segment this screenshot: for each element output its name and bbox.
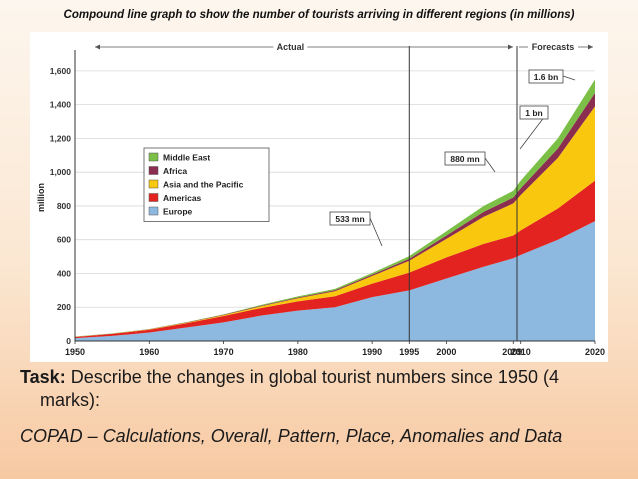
callout-box	[528, 69, 564, 84]
callout-box	[444, 151, 486, 166]
area-americas	[75, 180, 595, 339]
legend-label: Asia and the Pacific	[163, 180, 244, 190]
x-tick-label: 1990	[362, 347, 382, 357]
legend-swatch	[148, 152, 159, 162]
legend-label: Americas	[163, 193, 202, 203]
y-tick-label: 600	[57, 235, 71, 245]
area-europe	[75, 221, 595, 341]
callout-label: 1 bn	[525, 108, 542, 118]
y-tick-label: 1,600	[50, 66, 72, 76]
callout-leader	[562, 75, 576, 81]
legend-label: Europe	[163, 207, 193, 217]
x-tick-label: 2009'	[502, 347, 524, 357]
stacked-area-chart: 0 200 400 600 800 1,000 1,200 1,400 1,600 1950 196…	[36, 41, 605, 357]
y-tick-label: 1,400	[50, 100, 72, 110]
x-tick-label: 1995	[399, 347, 419, 357]
legend-label: Africa	[163, 166, 187, 176]
x-tick-label: 2000	[436, 347, 456, 357]
x-tick-label: 2010	[511, 347, 531, 357]
forecast-arrow-head	[588, 44, 593, 50]
legend-swatch	[148, 193, 159, 202]
callout-leader	[369, 217, 383, 247]
actual-arrow-head-left	[95, 44, 100, 50]
y-tick-label: 1,200	[50, 133, 72, 143]
y-tick-label: 800	[57, 201, 71, 211]
y-tick-label: 400	[57, 268, 71, 278]
legend-swatch	[148, 206, 159, 216]
chart-panel: 0 200 400 600 800 1,000 1,200 1,400 1,600 1950 196…	[30, 32, 608, 362]
x-tick-label: 1960	[139, 347, 159, 357]
callout-box	[329, 211, 371, 226]
task-line1: Describe the changes in global tourist n…	[65, 367, 559, 387]
forecast-label: Forecasts	[532, 42, 575, 52]
chart-title: Compound line graph to show the number o…	[63, 9, 575, 21]
y-tick-label: 0	[66, 336, 71, 346]
legend-label: Middle East	[163, 153, 210, 163]
copad-text: COPAD – Calculations, Overall, Pattern, …	[20, 426, 563, 446]
x-tick-label: 1970	[214, 347, 234, 357]
x-tick-label: 1950	[65, 347, 85, 357]
callout-label: 880 mn	[450, 154, 479, 164]
x-tick-label: 2020	[585, 347, 605, 357]
callout-label: 533 mn	[335, 214, 364, 224]
task-text: Task: Describe the changes in global tou…	[20, 366, 620, 412]
legend-swatch	[148, 179, 159, 189]
x-tick-label: 1980	[288, 347, 308, 357]
actual-arrow-head-right	[508, 44, 513, 50]
y-tick-label: 1,000	[50, 167, 72, 177]
y-tick-label: 200	[57, 302, 71, 312]
task-line2: marks):	[40, 390, 100, 410]
forecast-label-bg	[528, 41, 578, 52]
area-middle-east	[75, 79, 595, 337]
area-asia-and-the-pacific	[75, 106, 595, 337]
callout-box	[519, 105, 549, 120]
legend-box	[143, 147, 270, 222]
actual-label: Actual	[277, 42, 305, 52]
task-label: Task:	[20, 367, 66, 387]
callout-label: 1.6 bn	[534, 72, 559, 82]
legend-swatch	[148, 166, 159, 175]
y-axis-label: million	[36, 183, 46, 212]
actual-label-bg	[273, 41, 308, 52]
callout-leader	[484, 157, 496, 173]
